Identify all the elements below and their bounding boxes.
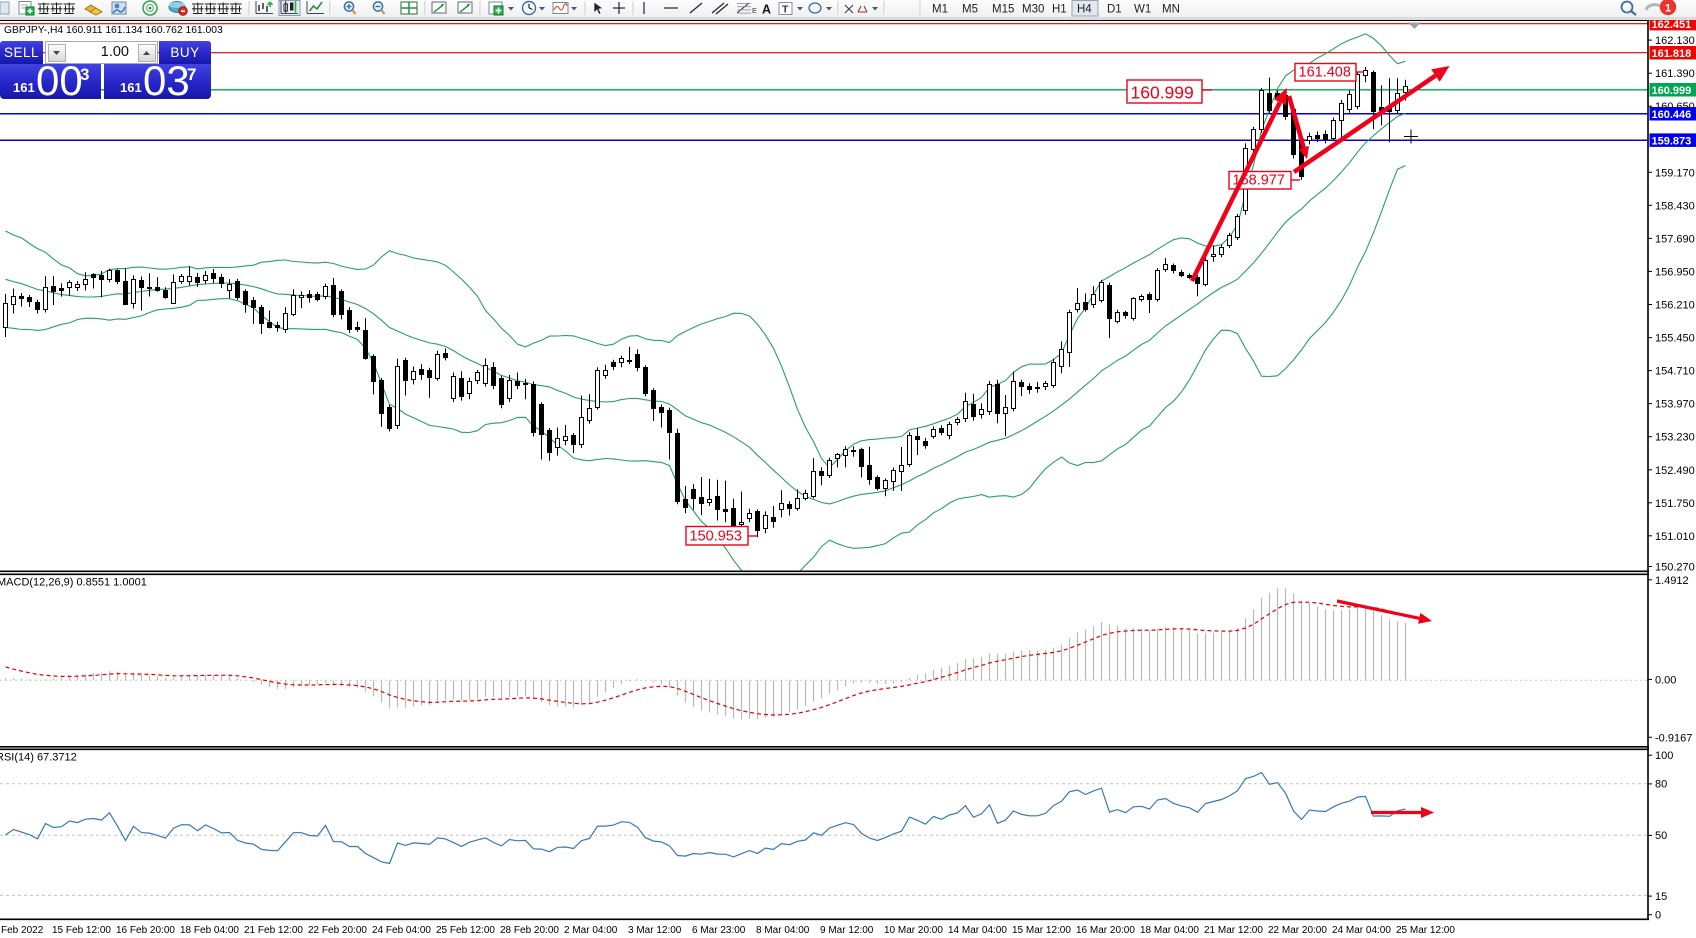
svg-text:155.450: 155.450 — [1655, 333, 1695, 345]
svg-text:156.950: 156.950 — [1655, 266, 1695, 278]
svg-text:158.430: 158.430 — [1655, 200, 1695, 212]
svg-text:9 Mar 12:00: 9 Mar 12:00 — [820, 925, 874, 936]
svg-text:RSI(14) 67.3712: RSI(14) 67.3712 — [0, 752, 77, 764]
svg-text:150.953: 150.953 — [690, 529, 742, 545]
svg-text:H1: H1 — [1052, 4, 1067, 16]
svg-text:0.00: 0.00 — [1655, 675, 1676, 687]
svg-text:154.710: 154.710 — [1655, 366, 1695, 378]
svg-text:1.4912: 1.4912 — [1655, 575, 1689, 587]
svg-text:16 Mar 20:00: 16 Mar 20:00 — [1076, 925, 1135, 936]
svg-text:GBPJPY-,H4 160.911 161.134 16: GBPJPY-,H4 160.911 161.134 160.762 161.0… — [4, 25, 223, 36]
svg-text:100: 100 — [1655, 750, 1673, 762]
svg-text:152.490: 152.490 — [1655, 465, 1695, 477]
svg-text:15 Feb 12:00: 15 Feb 12:00 — [52, 925, 111, 936]
svg-text:50: 50 — [1655, 830, 1667, 842]
svg-text:18 Mar 04:00: 18 Mar 04:00 — [1140, 925, 1199, 936]
svg-text:W1: W1 — [1134, 4, 1151, 16]
svg-text:Feb 2022: Feb 2022 — [1, 925, 44, 936]
svg-text:M30: M30 — [1022, 4, 1044, 16]
svg-text:MN: MN — [1162, 4, 1180, 16]
svg-text:14 Mar 04:00: 14 Mar 04:00 — [948, 925, 1007, 936]
svg-text:H4: H4 — [1077, 4, 1092, 16]
svg-text:160.999: 160.999 — [1131, 83, 1194, 103]
svg-text:25 Feb 12:00: 25 Feb 12:00 — [436, 925, 495, 936]
svg-text:21 Feb 12:00: 21 Feb 12:00 — [244, 925, 303, 936]
svg-text:2 Mar 04:00: 2 Mar 04:00 — [564, 925, 618, 936]
svg-text:161.408: 161.408 — [1299, 65, 1351, 81]
svg-text:159.170: 159.170 — [1655, 167, 1695, 179]
svg-text:16 Feb 20:00: 16 Feb 20:00 — [116, 925, 175, 936]
svg-text:22 Mar 20:00: 22 Mar 20:00 — [1268, 925, 1327, 936]
svg-text:A: A — [762, 3, 771, 17]
svg-text:24 Feb 04:00: 24 Feb 04:00 — [372, 925, 431, 936]
svg-text:80: 80 — [1655, 779, 1667, 791]
svg-text:22 Feb 20:00: 22 Feb 20:00 — [308, 925, 367, 936]
svg-text:15: 15 — [1655, 891, 1667, 903]
svg-text:151.750: 151.750 — [1655, 498, 1695, 510]
svg-text:-0.9167: -0.9167 — [1655, 733, 1692, 745]
svg-text:156.210: 156.210 — [1655, 300, 1695, 312]
svg-text:10 Mar 20:00: 10 Mar 20:00 — [884, 925, 943, 936]
svg-text:162.451: 162.451 — [1652, 19, 1692, 31]
svg-text:E: E — [752, 6, 757, 15]
svg-text:153.230: 153.230 — [1655, 432, 1695, 444]
svg-text:159.873: 159.873 — [1652, 135, 1692, 147]
svg-text:157.690: 157.690 — [1655, 233, 1695, 245]
svg-text:D1: D1 — [1107, 4, 1122, 16]
svg-text:0: 0 — [1655, 910, 1661, 922]
svg-text:25 Mar 12:00: 25 Mar 12:00 — [1396, 925, 1455, 936]
svg-text:161.818: 161.818 — [1652, 48, 1692, 60]
svg-text:28 Feb 20:00: 28 Feb 20:00 — [500, 925, 559, 936]
svg-text:6 Mar 23:00: 6 Mar 23:00 — [692, 925, 746, 936]
svg-text:162.130: 162.130 — [1655, 35, 1695, 47]
svg-text:161.390: 161.390 — [1655, 68, 1695, 80]
svg-text:M15: M15 — [992, 4, 1014, 16]
svg-text:T: T — [782, 4, 789, 16]
svg-text:1: 1 — [1665, 3, 1671, 15]
svg-text:18 Feb 04:00: 18 Feb 04:00 — [180, 925, 239, 936]
svg-text:M1: M1 — [932, 4, 948, 16]
svg-text:151.010: 151.010 — [1655, 531, 1695, 543]
svg-text:3 Mar 12:00: 3 Mar 12:00 — [628, 925, 682, 936]
svg-text:M5: M5 — [962, 4, 978, 16]
svg-text:153.970: 153.970 — [1655, 399, 1695, 411]
svg-text:150.270: 150.270 — [1655, 562, 1695, 574]
svg-text:MACD(12,26,9) 0.8551 1.0001: MACD(12,26,9) 0.8551 1.0001 — [0, 577, 147, 589]
svg-text:15 Mar 12:00: 15 Mar 12:00 — [1012, 925, 1071, 936]
svg-text:24 Mar 04:00: 24 Mar 04:00 — [1332, 925, 1391, 936]
svg-text:160.999: 160.999 — [1652, 85, 1692, 97]
svg-text:8 Mar 04:00: 8 Mar 04:00 — [756, 925, 810, 936]
svg-text:21 Mar 12:00: 21 Mar 12:00 — [1204, 925, 1263, 936]
svg-text:160.446: 160.446 — [1652, 109, 1692, 121]
